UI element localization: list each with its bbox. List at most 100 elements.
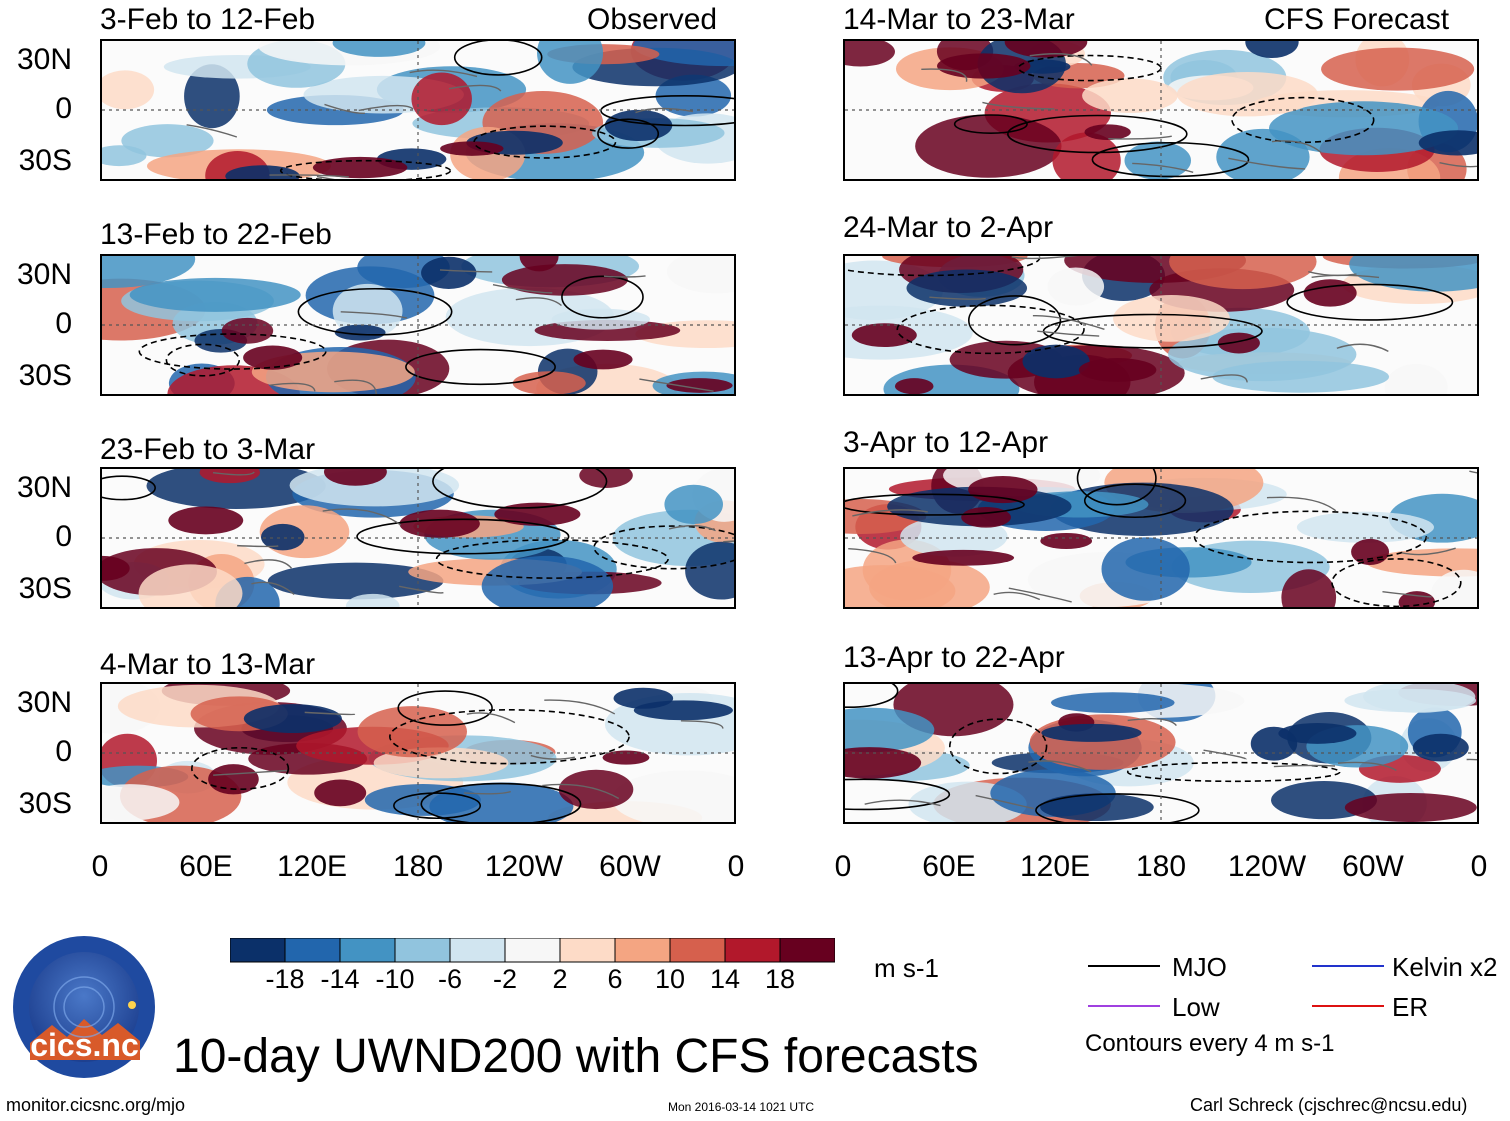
- anomaly-blob: [481, 555, 614, 607]
- anomaly-blob: [332, 283, 403, 339]
- mjo-contour: [102, 475, 156, 501]
- mjo-contour: [1007, 114, 1188, 154]
- coastline: [639, 378, 714, 392]
- x-tick-label: 0: [834, 850, 852, 883]
- mjo-contour: [473, 125, 617, 159]
- coastline: [316, 175, 335, 179]
- colorbar-segment: [394, 937, 451, 963]
- x-tick-label: 60W: [1342, 850, 1404, 883]
- coastline: [322, 508, 402, 526]
- coastline: [1336, 343, 1389, 352]
- coastline: [542, 783, 620, 800]
- y-tick-label: 30N: [16, 258, 72, 291]
- colorbar-level-label: 10: [654, 964, 686, 994]
- legend-kelvin-label: Kelvin x2: [1392, 952, 1498, 982]
- mjo-contour: [420, 782, 582, 822]
- y-tick-label: 30N: [16, 471, 72, 504]
- panel-title-fc-2: 24-Mar to 2-Apr: [843, 211, 1054, 244]
- anomaly-blob: [357, 706, 467, 758]
- anomaly-core: [961, 507, 1011, 528]
- mjo-contour: [191, 746, 290, 791]
- anomaly-core: [260, 523, 305, 551]
- x-tick-label: 60E: [179, 850, 233, 883]
- observed-label: Observed: [587, 3, 718, 36]
- mjo-contour: [967, 295, 1062, 346]
- anomaly-core: [421, 256, 477, 290]
- coastline: [492, 284, 553, 294]
- anomaly-blob: [102, 70, 155, 110]
- anomaly-core: [243, 345, 303, 370]
- map-panel-3: [100, 467, 736, 609]
- coastline: [237, 544, 279, 548]
- coastline: [668, 524, 716, 532]
- mjo-contour: [435, 539, 669, 579]
- coastline: [1032, 315, 1105, 330]
- anomaly-blob: [551, 308, 650, 330]
- anomaly-core: [334, 324, 386, 341]
- mjo-contour: [845, 778, 951, 811]
- mjo-contour: [453, 41, 543, 76]
- coastline: [603, 275, 646, 278]
- anomaly-core: [968, 475, 1038, 504]
- coastline: [1273, 764, 1336, 768]
- colorbar-segment: [449, 937, 506, 963]
- coastline: [530, 754, 575, 760]
- anomaly-core: [312, 156, 408, 179]
- mjo-contour: [845, 493, 1025, 516]
- anomaly-core: [208, 764, 259, 795]
- x-tick-label: 0: [727, 850, 745, 883]
- anomaly-core: [912, 549, 1015, 566]
- anomaly-blob: [666, 256, 734, 294]
- anomaly-core: [324, 469, 387, 486]
- coastline: [1008, 587, 1072, 603]
- colorbar-level-label: 6: [607, 964, 623, 994]
- anomaly-core: [1278, 722, 1357, 744]
- anomaly-blob: [915, 114, 1062, 178]
- coastline: [848, 547, 897, 564]
- anomaly-blob: [138, 564, 243, 607]
- anomaly-blob: [1281, 569, 1337, 607]
- y-tick-label: 0: [55, 92, 72, 125]
- mjo-contour: [405, 348, 556, 386]
- anomaly-core: [102, 555, 130, 581]
- anomaly-core: [1084, 124, 1131, 140]
- anomaly-core: [314, 779, 367, 807]
- coastline: [1132, 162, 1194, 173]
- anomaly-blob: [1040, 793, 1154, 821]
- coastline: [1271, 140, 1322, 153]
- anomaly-core: [845, 747, 922, 779]
- coastline: [334, 379, 377, 394]
- coastline: [270, 382, 316, 392]
- coastline: [399, 585, 444, 594]
- coastline: [324, 103, 365, 115]
- anomaly-core: [494, 502, 581, 526]
- legend-mjo-label: MJO: [1172, 952, 1227, 982]
- colorbar: [229, 937, 836, 969]
- anomaly-blob: [845, 565, 956, 607]
- x-tick-label: 60E: [922, 850, 976, 883]
- anomaly-core: [1078, 358, 1157, 382]
- anomaly-blob: [1349, 256, 1477, 292]
- coastline: [1011, 256, 1079, 260]
- coastline: [1127, 718, 1177, 727]
- colorbar-level-label: -2: [492, 964, 518, 994]
- coastline: [244, 559, 293, 569]
- coastline: [1466, 758, 1477, 761]
- mjo-contour: [845, 256, 1041, 277]
- anomaly-core: [1004, 41, 1088, 58]
- colorbar-segment: [724, 937, 781, 963]
- colorbar-segment: [504, 937, 561, 963]
- forecast-label: CFS Forecast: [1264, 3, 1450, 36]
- anomaly-blob: [501, 264, 628, 296]
- map-panel-2: [100, 254, 736, 396]
- anomaly-blob: [184, 64, 240, 129]
- anomaly-core: [168, 506, 244, 535]
- coastline: [186, 124, 238, 138]
- panel-title-fc-1: 14-Mar to 23-Mar: [843, 3, 1075, 36]
- coastline: [269, 174, 349, 178]
- panel-title-obs-4: 4-Mar to 13-Mar: [100, 648, 316, 681]
- coastline: [635, 107, 694, 114]
- anomaly-blob: [1176, 71, 1318, 117]
- coastline: [1308, 271, 1357, 277]
- coastline: [466, 712, 516, 724]
